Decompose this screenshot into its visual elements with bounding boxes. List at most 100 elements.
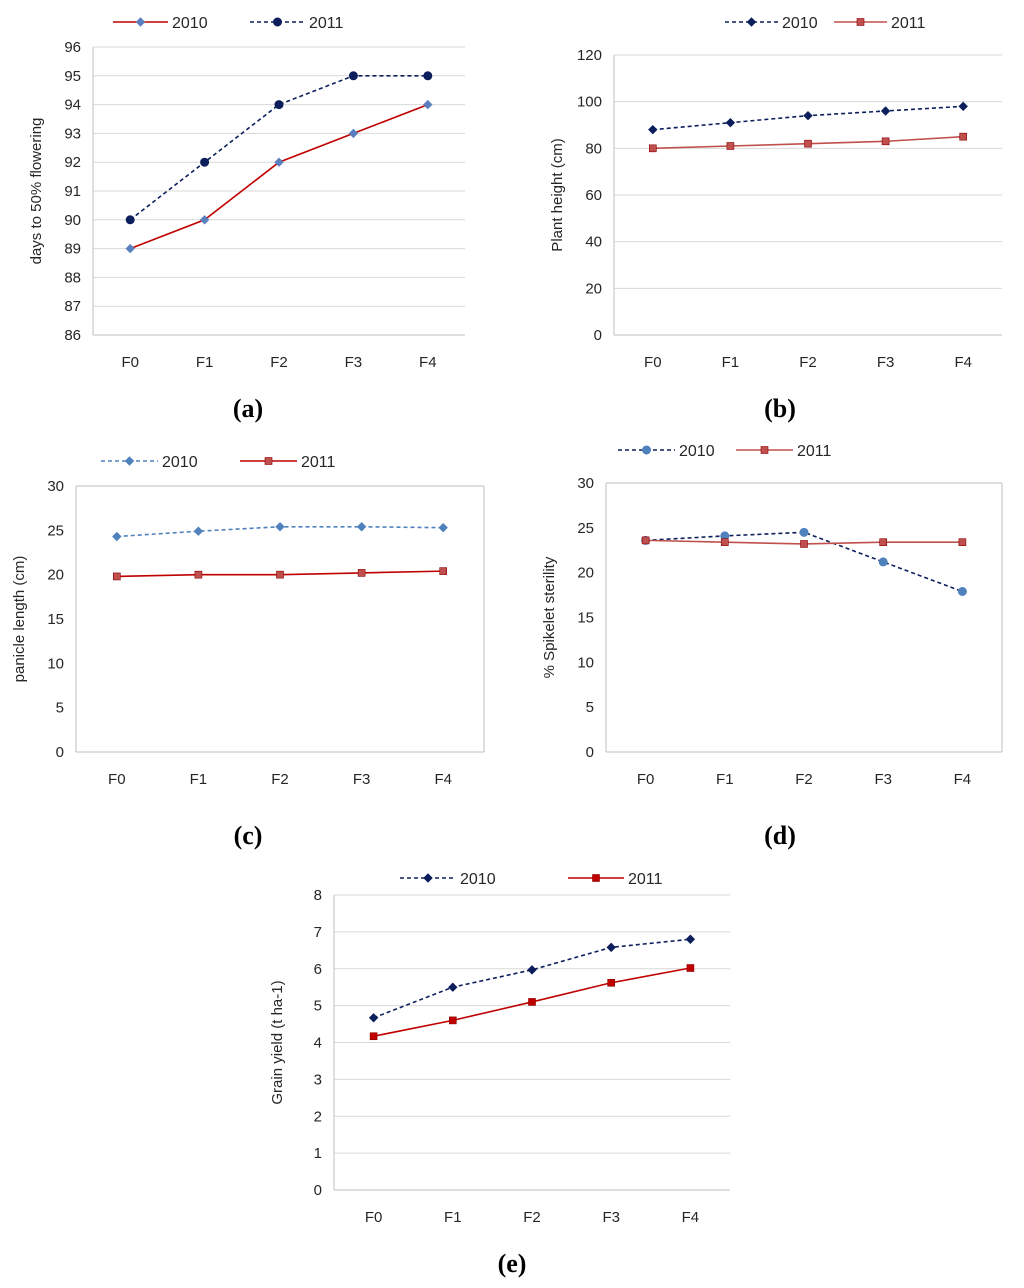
y-tick-label-e-4: 4 — [314, 1035, 322, 1052]
data-point-e-2010-F1 — [448, 982, 458, 992]
y-tick-label-b-4: 80 — [585, 140, 602, 157]
y-tick-label-a-4: 90 — [64, 212, 81, 229]
x-tick-label-e-2: F2 — [523, 1209, 541, 1226]
data-point-a-2011-F4 — [423, 71, 433, 81]
series-line-a-2011 — [129, 75, 428, 221]
data-point-a-2010-F1 — [199, 215, 210, 225]
series-line-d-2010 — [645, 531, 963, 593]
y-axis-title-e: Grain yield (t ha-1) — [269, 980, 286, 1104]
data-point-a-2011-F2 — [274, 100, 284, 110]
y-axis-title-b: Plant height (cm) — [549, 138, 566, 251]
panel-caption-d: (d) — [764, 821, 796, 850]
x-tick-label-a-1: F1 — [196, 354, 214, 371]
data-point-b-2011-F1 — [726, 142, 735, 150]
y-tick-label-e-3: 3 — [314, 1071, 322, 1088]
data-point-b-2010-F1 — [725, 117, 736, 128]
y-tick-label-d-6: 30 — [577, 475, 594, 492]
y-tick-label-b-2: 40 — [585, 234, 602, 251]
legend-marker-c-2010 — [124, 456, 135, 466]
data-point-b-2010-F3 — [880, 106, 891, 116]
chart-panel-d: 0 5 10 15 20 25 30 F0 F1 F2 F3 F4 % Spikelet sterili… — [541, 443, 1003, 788]
data-point-d-2010-F2 — [799, 527, 809, 537]
legend-label-c-2010: 2010 — [162, 454, 198, 471]
x-tick-label-c-4: F4 — [434, 771, 452, 788]
data-point-b-2010-F4 — [958, 101, 968, 112]
data-point-e-2010-F4 — [685, 934, 696, 944]
y-tick-label-e-0: 0 — [314, 1182, 322, 1199]
chart-panel-e: 0 1 2 3 4 5 6 7 8 F0 F1 F2 F3 F4 Grain yield (t ha-1) 2… — [269, 871, 730, 1226]
data-point-e-2010-F3 — [606, 942, 616, 953]
y-tick-label-d-5: 25 — [577, 520, 594, 537]
data-point-e-2011-F3 — [607, 978, 616, 987]
legend-label-d-2011: 2011 — [797, 443, 832, 460]
data-point-c-2011-F1 — [194, 570, 203, 579]
data-point-b-2011-F0 — [648, 144, 657, 153]
y-tick-label-a-2: 88 — [64, 269, 81, 286]
data-point-e-2011-F4 — [686, 964, 695, 972]
y-tick-label-d-2: 10 — [577, 654, 594, 671]
y-tick-label-a-10: 96 — [64, 39, 81, 56]
x-tick-label-d-4: F4 — [954, 771, 972, 788]
panel-caption-e: (e) — [498, 1249, 527, 1278]
y-tick-label-a-9: 95 — [64, 68, 81, 85]
y-tick-label-c-1: 5 — [56, 700, 64, 717]
data-point-e-2010-F2 — [527, 965, 537, 975]
x-tick-label-b-1: F1 — [722, 354, 740, 371]
data-point-c-2011-F4 — [439, 567, 448, 575]
data-point-e-2010-F0 — [368, 1013, 379, 1023]
y-tick-label-e-2: 2 — [314, 1108, 322, 1125]
x-tick-label-c-1: F1 — [190, 771, 208, 788]
x-tick-label-a-3: F3 — [345, 354, 363, 371]
y-tick-label-c-6: 30 — [47, 478, 64, 495]
chart-panel-b: 0 20 40 60 80 100 120 F0 F1 F2 F3 F4 Plant height (c… — [549, 15, 1002, 371]
chart-panel-a: 86 87 88 89 90 91 92 93 94 95 96 F0 F1 F2 F3 F4 days to … — [28, 15, 465, 371]
y-tick-label-e-7: 7 — [314, 924, 322, 941]
y-tick-label-d-0: 0 — [586, 744, 594, 761]
data-point-b-2011-F3 — [881, 137, 890, 146]
y-tick-label-b-0: 0 — [594, 327, 602, 344]
x-tick-label-a-4: F4 — [419, 354, 437, 371]
x-tick-label-a-0: F0 — [121, 354, 139, 371]
data-point-d-2010-F3 — [878, 557, 888, 567]
y-tick-label-a-6: 92 — [64, 154, 81, 171]
legend-marker-d-2010 — [642, 445, 651, 455]
legend-label-e-2011: 2011 — [628, 871, 663, 888]
legend-label-a-2011: 2011 — [309, 15, 344, 32]
data-point-a-2010-F4 — [423, 99, 433, 110]
data-point-c-2011-F2 — [276, 570, 284, 579]
y-tick-label-c-0: 0 — [56, 744, 64, 761]
data-point-d-2010-F4 — [957, 586, 967, 596]
data-point-a-2010-F3 — [348, 128, 359, 139]
x-tick-label-c-3: F3 — [353, 771, 371, 788]
x-tick-label-e-1: F1 — [444, 1209, 462, 1226]
legend-label-b-2010: 2010 — [782, 15, 818, 32]
chart-panel-c: 0 5 10 15 20 25 30 F0 F1 F2 F3 F4 panicle length (cm… — [11, 454, 485, 788]
data-point-d-2011-F1 — [720, 538, 729, 546]
legend-marker-a-2010 — [135, 17, 146, 27]
panel-caption-b: (b) — [764, 394, 796, 423]
y-tick-label-a-1: 87 — [64, 298, 81, 315]
legend-marker-e-2011 — [592, 874, 600, 882]
legend-marker-c-2011 — [264, 457, 273, 465]
x-tick-label-c-0: F0 — [108, 771, 126, 788]
y-axis-title-a: days to 50% flowering — [28, 118, 45, 265]
series-line-e-2010 — [373, 938, 691, 1019]
data-point-c-2010-F2 — [275, 522, 285, 532]
x-tick-label-b-0: F0 — [644, 354, 662, 371]
data-point-a-2010-F2 — [274, 157, 284, 167]
x-tick-label-b-3: F3 — [877, 354, 895, 371]
y-tick-label-a-7: 93 — [64, 125, 81, 142]
legend-label-c-2011: 2011 — [301, 454, 336, 471]
y-tick-label-c-2: 10 — [47, 655, 64, 672]
legend-marker-b-2011 — [856, 18, 865, 26]
y-tick-label-c-5: 25 — [47, 522, 64, 539]
data-point-c-2010-F4 — [438, 522, 448, 533]
data-point-a-2010-F0 — [125, 243, 135, 254]
y-tick-label-e-5: 5 — [314, 998, 322, 1015]
data-point-c-2011-F3 — [357, 569, 366, 577]
x-tick-label-e-3: F3 — [602, 1209, 620, 1226]
data-point-c-2010-F3 — [356, 522, 367, 532]
legend-label-e-2010: 2010 — [460, 871, 496, 888]
data-point-d-2011-F3 — [879, 538, 888, 546]
